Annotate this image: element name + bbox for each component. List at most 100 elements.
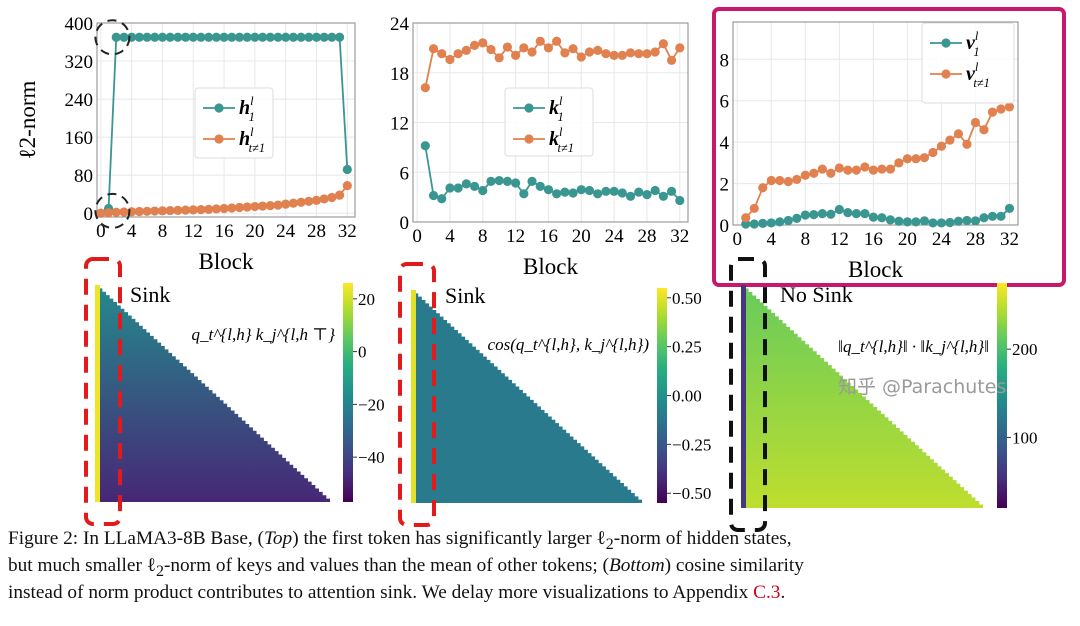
appendix-link[interactable]: C.3: [753, 582, 781, 603]
data-point-orange: [851, 165, 861, 175]
legend-label-base: h: [239, 128, 250, 150]
data-point-orange: [987, 107, 998, 117]
data-point-teal: [792, 213, 802, 223]
x-tick-label: 12: [506, 226, 525, 247]
data-point-teal: [304, 32, 314, 42]
legend-label-sup: l: [250, 125, 254, 139]
data-point-teal: [675, 195, 685, 206]
legend-label: kl 1: [549, 94, 564, 124]
data-point-teal: [273, 32, 283, 42]
legend-label-sub: 1: [557, 110, 563, 124]
data-point-orange: [834, 163, 844, 173]
data-point-orange: [257, 201, 268, 211]
data-point-teal: [817, 209, 827, 219]
data-point-orange: [634, 49, 644, 59]
first-token-column: [741, 285, 746, 508]
data-point-teal: [601, 186, 611, 196]
y-tick-label: 320: [65, 52, 94, 73]
x-tick-label: 20: [898, 229, 917, 250]
data-point-teal: [560, 187, 570, 197]
data-point-teal: [552, 189, 562, 199]
data-point-teal: [437, 194, 447, 204]
x-tick-label: 28: [966, 229, 985, 250]
x-tick-label: 32: [338, 221, 357, 242]
data-point-teal: [775, 217, 785, 227]
heatmap-formula: cos(q_t^{l,h}, k_j^{l,h}): [488, 335, 650, 354]
data-point-orange: [766, 175, 776, 186]
data-point-orange: [783, 176, 793, 187]
axes-frame: [412, 22, 689, 223]
data-point-teal: [257, 32, 268, 42]
legend-label-sup: l: [975, 29, 979, 43]
data-point-teal: [666, 186, 677, 196]
y-tick-label: 4: [720, 133, 730, 154]
y-tick-label: 8: [720, 50, 730, 71]
highlight-box: [712, 7, 1066, 287]
data-point-orange: [552, 36, 562, 46]
data-point-orange: [945, 135, 955, 145]
x-tick-label: 0: [733, 229, 743, 250]
data-point-orange: [119, 207, 129, 217]
data-point-orange: [996, 104, 1006, 114]
data-point-orange: [453, 49, 463, 59]
heatmap-formula: q_t^{l,h} k_j^{l,h ⊤}: [192, 325, 336, 344]
data-point-teal: [543, 185, 554, 195]
attention-heatmap-triangle: [95, 285, 330, 502]
data-point-orange: [749, 203, 759, 214]
data-point-orange: [936, 141, 947, 151]
colorbar-tick-label: 100: [1012, 428, 1038, 447]
dashed-sink-box: [84, 257, 122, 526]
legend-marker: [524, 103, 534, 113]
data-point-orange: [111, 207, 121, 217]
colorbar: [657, 288, 667, 503]
x-tick-label: 4: [767, 229, 777, 250]
data-point-orange: [502, 42, 513, 52]
x-tick-label: 16: [539, 226, 558, 247]
figure-caption: Figure 2: In LLaMA3-8B Base, (Top) the f…: [8, 525, 1078, 606]
dashed-sink-box: [729, 257, 767, 532]
data-point-orange: [919, 153, 930, 163]
data-point-teal: [979, 213, 989, 223]
legend-marker: [941, 69, 951, 79]
first-token-column: [411, 290, 416, 503]
data-point-orange: [953, 129, 964, 139]
data-point-orange: [445, 54, 455, 65]
legend-label-base: h: [239, 97, 250, 119]
heatmap-1: 20 0 −20 −40 Sink q_t^{l,h} k_j^{l,h ⊤}: [84, 257, 385, 526]
legend-label-sup: l: [559, 94, 563, 108]
x-axis-label: Block: [523, 254, 578, 279]
x-tick-label: 4: [127, 221, 137, 242]
data-point-orange: [273, 200, 283, 210]
legend-label: hl t≠1: [239, 125, 265, 155]
data-point-teal: [311, 32, 322, 42]
data-point-teal: [180, 32, 191, 42]
data-point-teal: [868, 212, 878, 222]
data-point-teal: [834, 204, 844, 215]
axes-frame: [732, 21, 1019, 226]
data-point-teal: [296, 32, 306, 42]
data-point-teal: [288, 32, 298, 42]
data-point-orange: [234, 202, 245, 213]
legend-label-base: k: [549, 128, 559, 150]
legend-label-base: k: [549, 97, 559, 119]
data-point-teal: [609, 186, 619, 196]
data-point-teal: [860, 209, 870, 219]
data-point-teal: [453, 183, 463, 193]
legend-label-sup: l: [559, 125, 563, 139]
sink-label: No Sink: [780, 282, 853, 307]
data-point-orange: [494, 53, 504, 63]
x-tick-label: 8: [478, 226, 488, 247]
data-point-orange: [327, 192, 337, 203]
x-tick-label: 8: [158, 221, 168, 242]
data-point-teal: [987, 211, 998, 221]
legend-marker: [941, 38, 951, 48]
data-point-orange: [469, 40, 480, 50]
line-chart-1: 0 4 8 12 16 20 24 28 32080160240320400Blockℓ2-no…: [15, 14, 357, 274]
legend-label-sup: l: [250, 94, 254, 108]
data-point-teal: [461, 179, 471, 189]
x-tick-label: 16: [864, 229, 883, 250]
data-point-teal: [478, 185, 488, 196]
x-axis-label: Block: [199, 249, 254, 274]
data-point-teal: [445, 183, 455, 193]
